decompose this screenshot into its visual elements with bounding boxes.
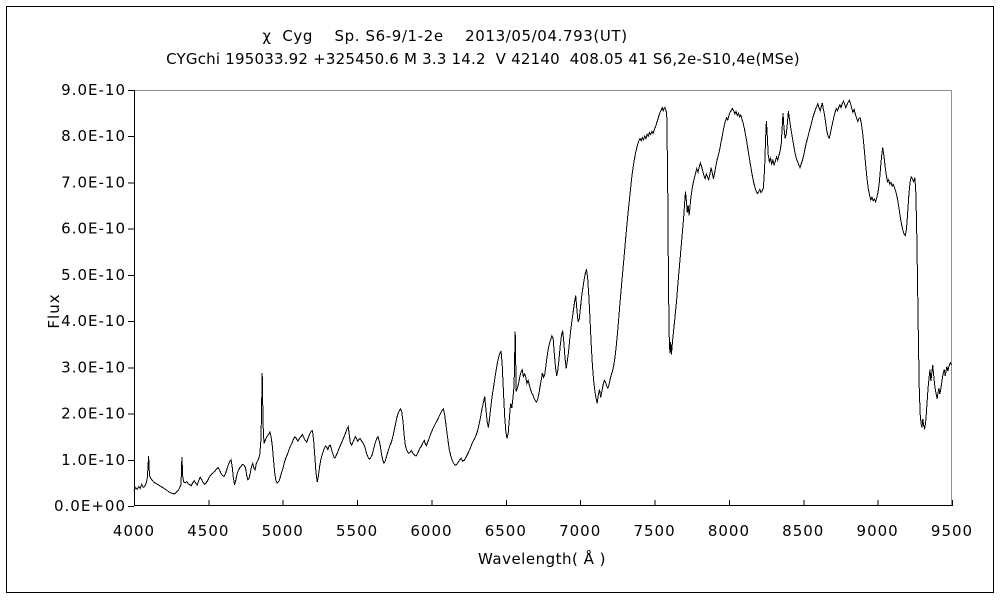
y-tick-label: 4.0E-10 (61, 312, 126, 330)
y-tick-label: 7.0E-10 (61, 173, 126, 191)
x-tick-label: 8500 (782, 522, 824, 540)
y-tick-label: 8.0E-10 (61, 127, 126, 145)
x-axis-title: Wavelength( Å ) (478, 550, 606, 568)
y-tick-label: 9.0E-10 (61, 81, 126, 99)
chart-title: χ Cyg Sp. S6-9/1-2e 2013/05/04.793(UT) (262, 27, 628, 45)
x-tick-label: 4500 (187, 522, 229, 540)
chart-subtitle: CYGchi 195033.92 +325450.6 M 3.3 14.2 V … (166, 50, 800, 68)
x-tick-label: 4000 (113, 522, 155, 540)
y-tick-label: 5.0E-10 (61, 266, 126, 284)
x-tick-label: 9000 (857, 522, 899, 540)
y-tick-label: 2.0E-10 (61, 405, 126, 423)
y-tick-label: 6.0E-10 (61, 220, 126, 238)
x-tick-label: 5000 (262, 522, 304, 540)
x-tick-label: 7000 (559, 522, 601, 540)
outer-frame-border (6, 6, 994, 593)
x-tick-label: 7500 (633, 522, 675, 540)
x-tick-label: 8000 (708, 522, 750, 540)
y-tick-label: 1.0E-10 (61, 451, 126, 469)
x-tick-label: 9500 (931, 522, 973, 540)
x-tick-label: 5500 (336, 522, 378, 540)
y-tick-label: 0.0E+00 (54, 497, 126, 515)
x-tick-label: 6000 (410, 522, 452, 540)
y-tick-label: 3.0E-10 (61, 358, 126, 376)
spectrum-line (133, 99, 952, 495)
x-tick-label: 6500 (485, 522, 527, 540)
